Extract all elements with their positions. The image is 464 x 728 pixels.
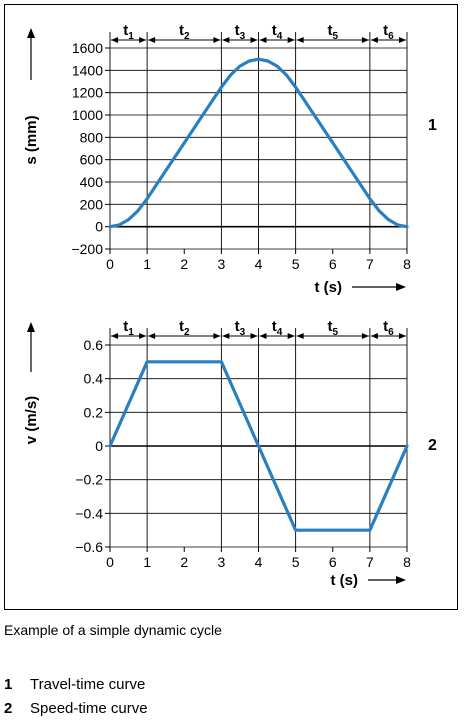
x-tick-label: 8 — [403, 256, 411, 272]
x-tick-label: 2 — [180, 554, 188, 570]
phase-arrow-left — [148, 37, 156, 43]
legend-number: 1 — [4, 676, 13, 693]
phase-arrow-right — [250, 333, 258, 339]
phase-label: t2 — [179, 22, 190, 42]
phase-arrow-right — [139, 37, 147, 43]
phase-arrow-left — [370, 333, 378, 339]
phase-label: t5 — [327, 22, 338, 42]
phase-arrow-right — [399, 37, 406, 43]
phase-arrow-right — [139, 333, 147, 339]
x-tick-label: 0 — [106, 256, 114, 272]
phase-arrow-left — [111, 333, 118, 339]
phase-arrow-right — [361, 37, 369, 43]
phase-label: t1 — [123, 318, 134, 338]
y-tick-label: 1600 — [72, 40, 103, 56]
x-tick-label: 2 — [180, 256, 188, 272]
y-axis-label: s (mm) — [23, 115, 40, 164]
series-line — [108, 360, 409, 532]
x-axis-label: t (s) — [331, 572, 359, 589]
y-tick-label: −0.4 — [75, 505, 103, 521]
x-tick-label: 4 — [255, 256, 263, 272]
y-tick-label: 0 — [95, 438, 103, 454]
legend-item-speed-time: 2 Speed-time curve — [4, 700, 148, 717]
y-tick-label: 0.6 — [84, 337, 104, 353]
legend-label: Speed-time curve — [30, 700, 148, 717]
x-axis-label: t (s) — [315, 279, 343, 296]
x-tick-label: 6 — [329, 554, 337, 570]
y-tick-label: 1400 — [72, 62, 103, 78]
phase-label: t4 — [272, 22, 283, 42]
phase-label: t3 — [235, 22, 246, 42]
y-tick-label: 0.4 — [84, 371, 104, 387]
y-tick-label: 1200 — [72, 85, 103, 101]
phase-label: t6 — [383, 318, 394, 338]
y-tick-label: 800 — [80, 129, 104, 145]
x-tick-label: 3 — [217, 554, 225, 570]
phase-label: t4 — [272, 318, 283, 338]
x-tick-label: 0 — [106, 554, 114, 570]
phase-arrow-left — [296, 37, 304, 43]
figure-caption: Example of a simple dynamic cycle — [4, 622, 222, 638]
phase-arrow-right — [250, 37, 258, 43]
phase-arrow-right — [287, 37, 295, 43]
phase-label: t2 — [179, 318, 190, 338]
legend-label: Travel-time curve — [30, 676, 146, 693]
chart-2: −0.6 −0.4 −0.2 0 0.2 0.4 0.6 0 1 2 3 4 5 6 7 8 t1 t2 t3 t4 t… — [23, 318, 437, 589]
y-tick-label: −200 — [71, 241, 103, 257]
y-axis-arrow-head — [27, 28, 35, 38]
y-axis-arrow-head — [27, 322, 35, 332]
x-tick-label: 5 — [292, 256, 300, 272]
x-axis-arrow-head — [396, 576, 406, 584]
phase-arrow-left — [296, 333, 304, 339]
phase-label: t5 — [327, 318, 338, 338]
legend-number: 2 — [4, 700, 13, 717]
legend-item-travel-time: 1 Travel-time curve — [4, 676, 145, 693]
phase-arrow-left — [259, 333, 267, 339]
y-tick-label: 1000 — [72, 107, 103, 123]
phase-arrow-left — [222, 333, 230, 339]
phase-arrow-right — [213, 333, 221, 339]
y-tick-label: 0.2 — [84, 404, 104, 420]
phase-label: t3 — [235, 318, 246, 338]
phase-arrow-right — [213, 37, 221, 43]
curve-marker: 1 — [428, 117, 437, 134]
phase-label: t1 — [123, 22, 134, 42]
x-tick-label: 1 — [143, 256, 151, 272]
phase-arrow-left — [259, 37, 267, 43]
series-line — [108, 57, 409, 229]
phase-arrow-left — [148, 333, 156, 339]
x-tick-label: 7 — [366, 256, 374, 272]
x-axis-arrow-head — [396, 283, 406, 291]
phase-arrow-left — [222, 37, 230, 43]
y-tick-label: 600 — [80, 152, 104, 168]
x-tick-label: 3 — [217, 256, 225, 272]
x-tick-label: 6 — [329, 256, 337, 272]
y-tick-label: 0 — [95, 219, 103, 235]
y-tick-label: 200 — [80, 196, 104, 212]
phase-label: t6 — [383, 22, 394, 42]
phase-arrow-right — [287, 333, 295, 339]
figure-frame — [4, 4, 458, 610]
curve-marker: 2 — [428, 437, 437, 454]
y-tick-label: −0.6 — [75, 539, 103, 555]
phase-arrow-left — [370, 37, 378, 43]
x-tick-label: 1 — [143, 554, 151, 570]
y-tick-label: 400 — [80, 174, 104, 190]
x-tick-label: 8 — [403, 554, 411, 570]
phase-arrow-right — [399, 333, 406, 339]
x-tick-label: 5 — [292, 554, 300, 570]
x-tick-label: 7 — [366, 554, 374, 570]
x-tick-label: 4 — [255, 554, 263, 570]
phase-arrow-right — [361, 333, 369, 339]
phase-arrow-left — [111, 37, 118, 43]
y-tick-label: −0.2 — [75, 472, 103, 488]
y-axis-label: v (m/s) — [23, 396, 40, 444]
